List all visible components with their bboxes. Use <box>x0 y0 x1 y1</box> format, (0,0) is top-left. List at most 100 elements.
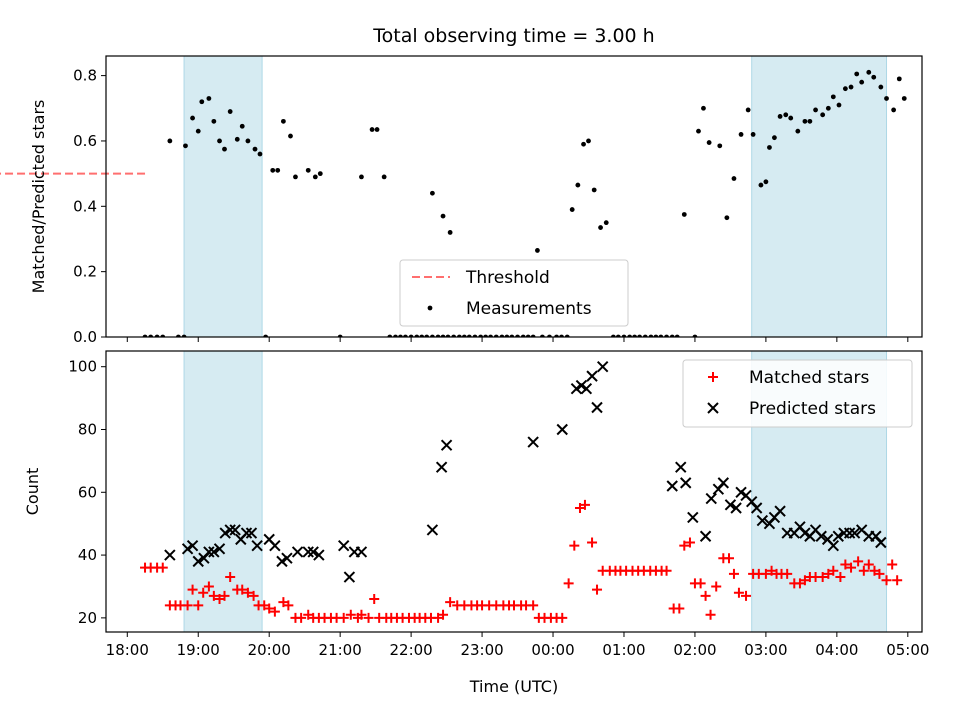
data-point <box>199 99 205 105</box>
x-marker-strokes <box>426 524 439 536</box>
data-point <box>208 590 219 601</box>
data-point <box>186 539 199 552</box>
plus-marker-strokes <box>733 587 744 598</box>
data-point <box>251 539 263 552</box>
data-point <box>252 146 258 152</box>
data-point <box>302 546 314 558</box>
x-tick-label: 23:00 <box>460 641 503 659</box>
plus-marker-strokes <box>242 587 253 598</box>
data-point <box>338 612 349 623</box>
data-point <box>275 167 281 173</box>
data-point <box>587 537 598 548</box>
data-point <box>887 559 898 570</box>
data-point <box>706 140 712 145</box>
data-point <box>696 128 701 134</box>
data-point <box>681 212 687 217</box>
data-point <box>447 230 453 235</box>
data-point <box>580 382 593 395</box>
data-point <box>430 190 435 196</box>
data-point <box>556 423 568 436</box>
legend-entry-label: Matched stars <box>749 368 869 388</box>
plus-marker-strokes <box>853 556 864 567</box>
x-marker-strokes <box>307 546 319 558</box>
x-marker-strokes <box>575 379 588 392</box>
data-point <box>312 174 318 180</box>
data-point <box>182 600 193 611</box>
x-marker-strokes <box>355 546 368 558</box>
x-marker-strokes <box>186 539 199 552</box>
x-marker-strokes <box>229 524 241 536</box>
x-marker-strokes <box>291 546 304 558</box>
x-marker-strokes <box>699 530 712 542</box>
data-point <box>772 135 777 141</box>
x-marker-strokes <box>302 546 314 558</box>
data-point <box>858 565 869 576</box>
legend-swatch <box>427 305 433 311</box>
data-point <box>245 527 258 539</box>
plus-marker-strokes <box>887 559 898 570</box>
data-point <box>835 572 846 583</box>
x-marker-strokes <box>735 486 747 498</box>
chart-title: Total observing time = 3.00 h <box>372 25 654 47</box>
data-point <box>291 546 304 558</box>
x-marker-strokes <box>527 436 539 448</box>
plus-marker-strokes <box>592 584 603 595</box>
plus-marker-strokes <box>203 581 214 592</box>
y-tick-label: 80 <box>78 420 97 438</box>
x-marker-strokes <box>313 549 325 561</box>
data-point <box>699 530 712 542</box>
data-point <box>435 461 448 473</box>
x-tick-label: 05:00 <box>886 641 929 659</box>
x-marker-strokes <box>203 546 215 558</box>
plus-marker-strokes <box>728 568 739 579</box>
data-point <box>239 123 245 129</box>
data-point <box>884 96 889 101</box>
data-point <box>750 132 756 137</box>
data-point <box>859 79 865 85</box>
axes-frame <box>105 55 923 338</box>
data-point <box>208 546 220 558</box>
data-point <box>760 568 771 579</box>
data-point <box>183 143 188 149</box>
data-point <box>570 382 583 395</box>
data-point <box>674 603 685 614</box>
plus-marker-strokes <box>863 559 874 570</box>
legend-entry-label: Threshold <box>465 268 550 288</box>
plus-marker-strokes <box>708 372 718 382</box>
plus-marker-strokes <box>723 553 734 564</box>
data-point <box>575 182 581 188</box>
x-marker-strokes <box>707 402 719 414</box>
data-point <box>369 127 375 132</box>
data-point <box>288 133 293 139</box>
data-point <box>557 612 568 623</box>
data-point <box>799 527 811 539</box>
data-point <box>569 207 575 212</box>
data-point <box>735 486 747 498</box>
data-point <box>774 505 786 517</box>
plus-marker-strokes <box>157 562 168 573</box>
x-marker-strokes <box>687 511 699 524</box>
plus-marker-strokes <box>674 603 685 614</box>
data-point <box>264 603 275 614</box>
data-point <box>603 220 609 226</box>
data-point <box>192 555 204 568</box>
y-tick-label: 0.6 <box>73 132 97 150</box>
data-point <box>438 609 449 620</box>
plus-marker-strokes <box>828 565 839 576</box>
plus-marker-strokes <box>438 609 449 620</box>
data-point <box>281 552 293 564</box>
x-marker-strokes <box>875 536 887 549</box>
data-point <box>738 132 744 137</box>
x-marker-strokes <box>756 514 769 527</box>
plus-marker-strokes <box>187 584 198 595</box>
x-tick-label: 19:00 <box>177 641 220 659</box>
data-point <box>661 565 672 576</box>
data-point <box>307 546 319 558</box>
data-point <box>581 141 586 147</box>
data-point <box>711 581 722 592</box>
data-point <box>167 138 173 144</box>
x-tick-label: 00:00 <box>531 641 574 659</box>
data-point <box>891 107 897 113</box>
plus-marker-strokes <box>193 600 204 611</box>
